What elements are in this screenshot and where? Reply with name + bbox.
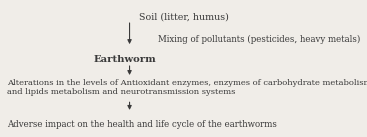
Text: Alterations in the levels of Antioxidant enzymes, enzymes of carbohydrate metabo: Alterations in the levels of Antioxidant… [7, 79, 367, 96]
Text: Earthworm: Earthworm [94, 55, 156, 64]
Text: Soil (litter, humus): Soil (litter, humus) [139, 12, 228, 21]
Text: Adverse impact on the health and life cycle of the earthworms: Adverse impact on the health and life cy… [7, 119, 277, 129]
Text: Mixing of pollutants (pesticides, heavy metals): Mixing of pollutants (pesticides, heavy … [158, 35, 361, 44]
